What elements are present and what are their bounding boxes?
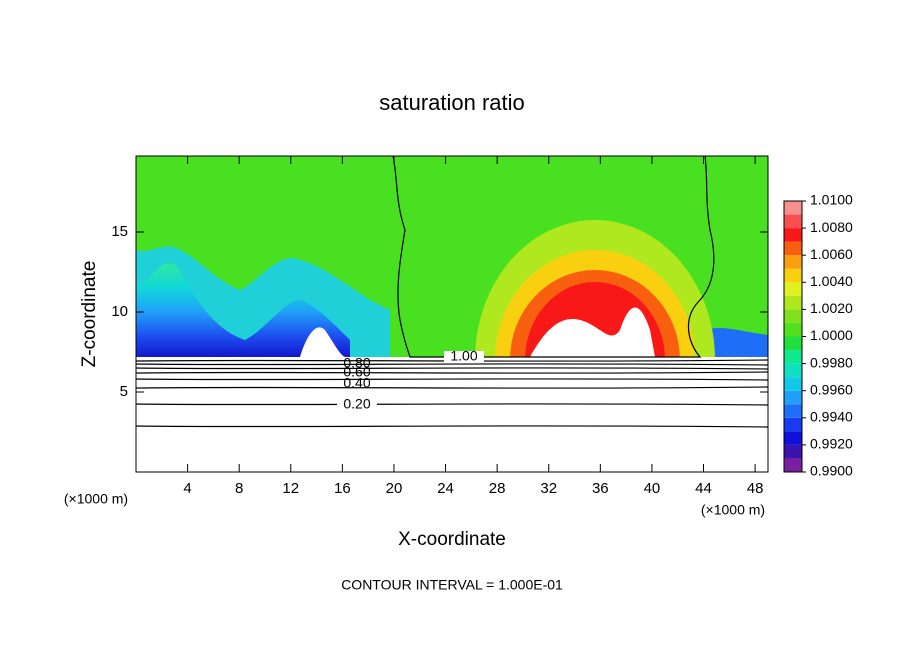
colorbar-tick-label: 0.9980 (810, 354, 853, 370)
x-tick-label: 4 (183, 480, 191, 497)
field (136, 156, 768, 472)
contour-label: 0.20 (343, 396, 370, 412)
colorbar-tick-label: 0.9920 (810, 436, 853, 452)
x-tick-label: 32 (540, 480, 557, 497)
x-tick-label: 44 (695, 480, 712, 497)
y-axis-label: Z-coordinate (79, 261, 100, 368)
x-tick-label: 12 (282, 480, 299, 497)
x-tick-label: 48 (747, 480, 764, 497)
label-bg (444, 351, 484, 363)
colorbar-swatch (784, 417, 802, 432)
field-blank (136, 357, 768, 472)
field-blank (300, 327, 345, 357)
colorbar-swatch (784, 309, 802, 323)
colorbar-swatch (784, 255, 802, 269)
field-blue (136, 263, 350, 360)
colorbar-swatch (784, 444, 802, 459)
x-tick-label: 16 (334, 480, 351, 497)
x-axis-label: X-coordinate (398, 529, 506, 550)
colorbar-swatch (784, 201, 802, 215)
y-unit: (×1000 m) (64, 491, 128, 507)
colorbar-swatch (784, 377, 802, 391)
x-tick-label: 24 (437, 480, 454, 497)
label-bg (337, 398, 377, 412)
colorbar-swatch (784, 336, 802, 351)
colorbar-tick-label: 1.0000 (810, 327, 853, 343)
colorbar-swatch (784, 350, 802, 364)
colorbar-tick-label: 1.0060 (810, 246, 853, 262)
colorbar-swatch (784, 431, 802, 445)
colorbar-swatch (784, 322, 802, 337)
x-tick-label: 36 (592, 480, 609, 497)
x-tick-label: 40 (644, 480, 661, 497)
y-tick-label: 10 (111, 303, 128, 320)
x-tick-label: 20 (386, 480, 403, 497)
contour-label: 0.60 (343, 364, 370, 380)
colorbar-swatch (784, 282, 802, 296)
colorbar-swatch (784, 228, 802, 242)
colorbar-swatch (784, 404, 802, 418)
plot-frame (135, 155, 769, 473)
colorbar-tick-label: 1.0080 (810, 219, 853, 235)
colorbar-swatch (784, 214, 802, 229)
x-tick-label: 8 (235, 480, 243, 497)
contours (136, 156, 768, 428)
x-unit: (×1000 m) (701, 502, 765, 518)
colorbar-tick-label: 0.9900 (810, 463, 853, 479)
footer: CONTOUR INTERVAL = 1.000E-01 (341, 577, 563, 593)
x-tick-label: 28 (489, 480, 506, 497)
colorbar-swatch (784, 268, 802, 283)
colorbar-swatch (784, 363, 802, 378)
colorbar-tick-label: 0.9940 (810, 409, 853, 425)
colorbar-tick-label: 1.0100 (810, 192, 853, 208)
field-blank (530, 307, 655, 357)
chart-title: saturation ratio (379, 90, 525, 115)
colorbar-tick-label: 1.0040 (810, 273, 853, 289)
colorbar-tick-label: 0.9960 (810, 381, 853, 397)
colorbar-swatch (784, 295, 802, 310)
contour-labels: 1.00 0.80 0.60 0.40 0.20 (337, 348, 484, 412)
colorbar-tick-label: 1.0020 (810, 300, 853, 316)
colorbar-swatch (784, 390, 802, 405)
colorbar-swatch (784, 241, 802, 256)
contour-label: 1.00 (450, 348, 477, 364)
contour-label: 0.80 (343, 355, 370, 371)
contour-label: 0.40 (343, 375, 370, 391)
y-tick-label: 5 (120, 383, 128, 400)
colorbar-swatch (784, 458, 802, 472)
y-tick-label: 15 (111, 223, 128, 240)
